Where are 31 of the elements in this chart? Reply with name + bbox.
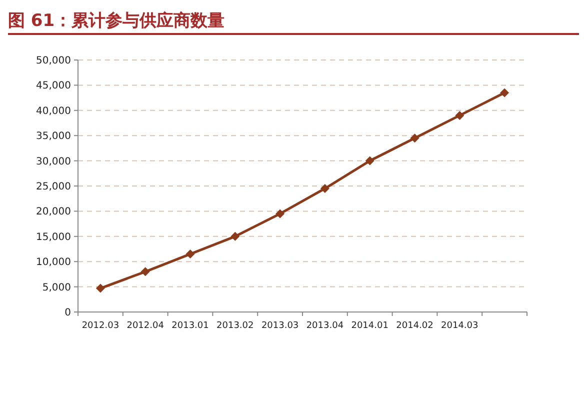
y-tick-label: 35,000 — [36, 131, 71, 142]
y-tick-label: 25,000 — [36, 182, 71, 192]
y-tick-label: 5,000 — [42, 282, 71, 294]
x-tick-label: 2013.04 — [306, 321, 344, 331]
x-tick-label: 2013.03 — [261, 321, 299, 331]
point — [230, 232, 240, 241]
point — [186, 250, 195, 259]
point — [96, 284, 105, 293]
point — [410, 134, 420, 143]
x-tick-label: 2013.01 — [172, 321, 209, 331]
y-tick-label: 45,000 — [36, 80, 71, 92]
y-tick-label: 40,000 — [36, 106, 71, 117]
x-tick-label: 2014.01 — [351, 321, 388, 331]
point — [365, 156, 374, 166]
x-tick-label: 2014.02 — [396, 321, 434, 331]
y-tick-label: 20,000 — [36, 206, 71, 218]
y-tick-label: 50,000 — [36, 56, 71, 66]
point — [140, 267, 150, 276]
y-tick-label: 10,000 — [36, 257, 71, 268]
y-tick-label: 0 — [64, 308, 71, 318]
y-tick-label: 30,000 — [36, 156, 71, 168]
point — [276, 209, 285, 218]
y-tick-label: 15,000 — [36, 232, 71, 243]
point — [320, 184, 330, 194]
x-tick-label: 2013.02 — [216, 321, 254, 331]
x-tick-label: 2012.04 — [126, 321, 164, 331]
chart-title: 图 61：累计参与供应商数量 — [8, 11, 225, 31]
x-tick-label: 2012.03 — [82, 321, 120, 331]
x-tick-label: 2014.03 — [441, 321, 478, 331]
point — [455, 110, 464, 120]
point — [500, 88, 510, 98]
